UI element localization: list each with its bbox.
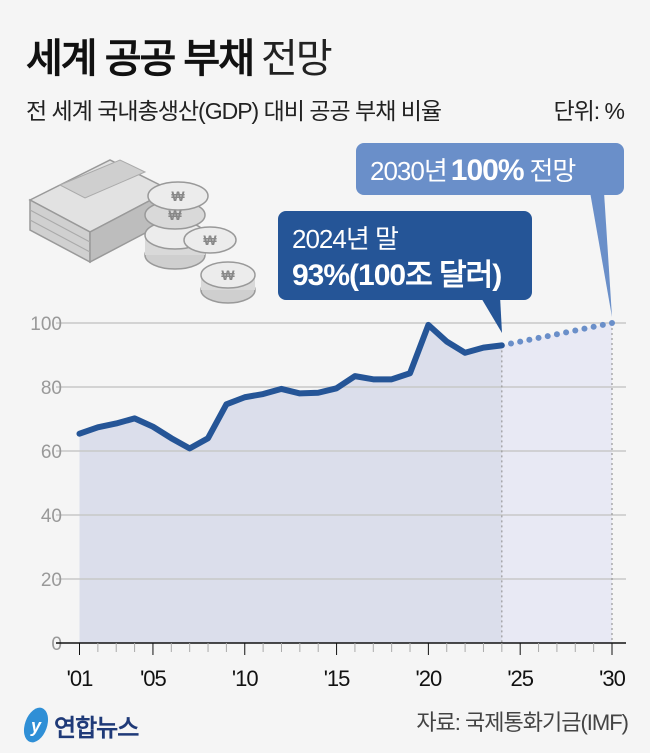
x-tick-label: '25	[507, 666, 533, 691]
current-callout: 2024년 말 93%(100조 달러)	[278, 211, 532, 333]
forecast-dot	[609, 320, 615, 326]
current-value: 93%(100조 달러)	[292, 259, 501, 292]
x-tick-label: '15	[324, 666, 350, 691]
x-tick-label: '10	[232, 666, 258, 691]
money-illustration-icon: ₩ ₩ ₩ ₩	[28, 159, 256, 304]
y-tick-label: 80	[41, 378, 62, 399]
forecast-dot	[590, 323, 597, 330]
title-bold: 세계 공공 부채	[26, 37, 255, 81]
forecast-dot	[544, 333, 551, 340]
forecast-area	[501, 323, 612, 643]
svg-text:₩: ₩	[221, 267, 235, 283]
subtitle: 전 세계 국내총생산(GDP) 대비 공공 부채 비율	[26, 98, 442, 124]
page-title: 세계 공공 부채 전망	[26, 26, 333, 84]
forecast-dot	[563, 329, 570, 336]
y-tick-label: 0	[51, 634, 62, 655]
source-label: 자료: 국제통화기금(IMF)	[416, 710, 629, 735]
forecast-dot	[526, 336, 533, 343]
y-tick-label: 60	[41, 442, 62, 463]
forecast-dot	[535, 334, 542, 341]
yonhap-logo-icon: y	[23, 707, 49, 743]
y-tick-label: 100	[30, 314, 62, 335]
svg-text:₩: ₩	[171, 188, 185, 204]
actual-area	[79, 324, 502, 643]
x-tick-label: '01	[67, 666, 93, 691]
forecast-value: 100%	[451, 154, 524, 187]
x-tick-label: '05	[140, 666, 166, 691]
forecast-dot	[517, 338, 524, 345]
y-tick-label: 20	[41, 570, 62, 591]
x-tick-label: '20	[416, 666, 442, 691]
title-light: 전망	[261, 37, 333, 81]
svg-text:₩: ₩	[203, 232, 217, 248]
logo-text: 연합뉴스	[54, 714, 139, 742]
yonhap-logo: y 연합뉴스	[22, 705, 139, 745]
forecast-dot	[581, 325, 588, 332]
actual-line	[76, 321, 505, 452]
y-tick-label: 40	[41, 506, 62, 527]
x-tick-label: '30	[599, 666, 625, 691]
forecast-dot	[599, 321, 606, 328]
forecast-dot	[572, 327, 579, 334]
forecast-callout: 2030년 100% 전망	[356, 143, 624, 317]
forecast-dot	[508, 340, 515, 347]
forecast-dot	[553, 331, 560, 338]
forecast-year: 2030년	[370, 156, 447, 186]
current-label: 2024년 말	[292, 224, 398, 254]
forecast-suffix: 전망	[530, 156, 576, 186]
svg-text:₩: ₩	[168, 207, 182, 223]
svg-text:y: y	[30, 716, 42, 736]
unit-label: 단위: %	[553, 98, 625, 124]
